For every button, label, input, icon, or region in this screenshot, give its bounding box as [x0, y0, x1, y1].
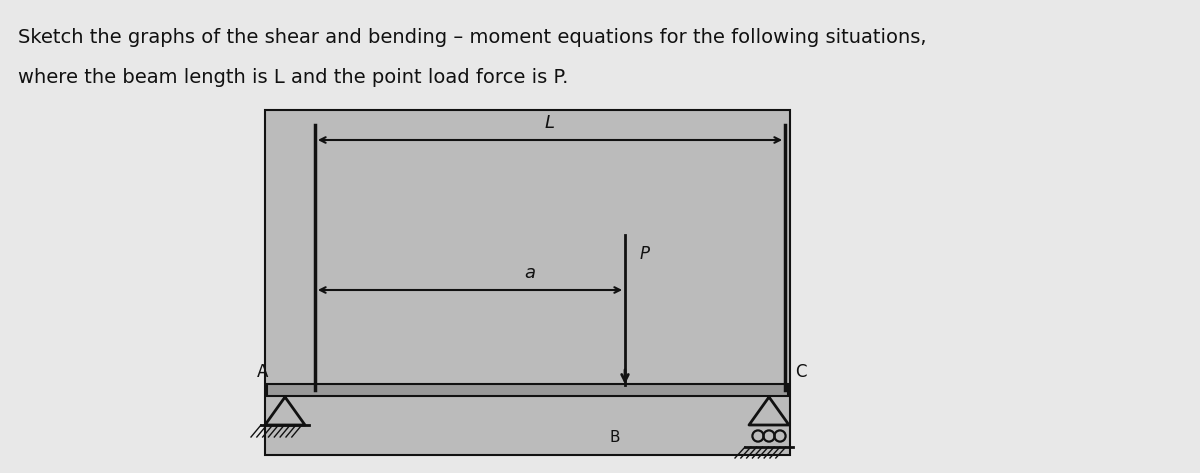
- Text: L: L: [545, 114, 554, 132]
- Text: B: B: [610, 430, 620, 445]
- Text: where the beam length is L and the point load force is P.: where the beam length is L and the point…: [18, 68, 569, 87]
- Text: A: A: [257, 363, 268, 381]
- Text: C: C: [796, 363, 806, 381]
- Text: Sketch the graphs of the shear and bending – moment equations for the following : Sketch the graphs of the shear and bendi…: [18, 28, 926, 47]
- Bar: [265, 110, 790, 455]
- Text: P: P: [640, 245, 650, 263]
- Bar: [266, 384, 788, 396]
- Text: a: a: [524, 264, 535, 282]
